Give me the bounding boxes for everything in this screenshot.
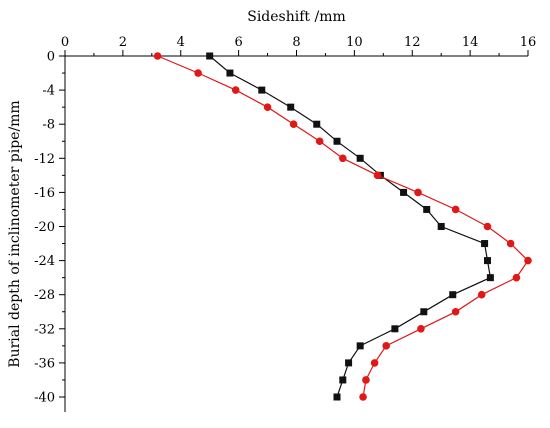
data-point-circle [483,222,492,231]
data-point-square [483,257,491,265]
data-point-circle [263,103,272,111]
data-point-circle [362,376,370,384]
data-point-square [339,376,347,384]
data-point-circle [451,307,460,316]
data-point-circle [506,239,515,248]
data-point-square [356,154,364,162]
data-point-square [356,342,364,350]
data-point-square [226,69,234,77]
x-tick-label: 0 [61,35,69,50]
axes: 0 2 4 6 8 10 12 14 16 0 -4 -8 -12 -16 -20 -24 -28 -32 -36 -… [34,35,536,412]
series-1 [206,52,494,401]
y-axis-title: Burial depth of inclinometer pipe/mm [7,100,23,367]
data-point-circle [417,325,425,333]
x-tick-label: 16 [520,35,537,50]
x-tick-label: 8 [292,35,300,50]
y-tick-label: -28 [34,288,55,303]
y-tick-label: -20 [34,220,55,235]
data-point-circle [382,342,391,350]
x-axis-title: Sideshift /mm [247,9,346,25]
data-point-circle [524,256,532,265]
data-point-square [486,274,494,282]
data-point-square [258,86,266,94]
data-point-square [400,188,408,196]
data-point-square [423,205,431,213]
data-point-circle [194,69,202,77]
x-tick-label: 2 [119,35,127,50]
data-point-square [287,103,295,111]
series-line [209,55,492,398]
data-point-square [420,308,428,316]
data-point-square [391,325,399,333]
x-tick-label: 4 [177,35,185,50]
data-point-circle [451,205,460,214]
y-tick-label: -12 [34,152,55,167]
data-point-circle [414,188,422,197]
y-tick-label: -40 [34,391,55,406]
series-line [157,55,529,398]
x-tick-label: 14 [462,35,479,50]
x-tick-label: 6 [234,35,242,50]
data-point-circle [373,171,382,180]
data-point-circle [289,120,298,128]
y-tick-label: -36 [34,356,55,371]
data-point-square [437,223,445,230]
data-point-circle [231,86,240,94]
y-tick-label: 0 [47,50,55,65]
data-point-circle [370,359,379,367]
data-point-circle [512,273,521,282]
data-point-square [206,52,214,60]
data-point-circle [315,137,324,146]
x-tick-label: 12 [404,35,421,50]
data-point-square [345,359,353,367]
data-point-circle [339,154,347,163]
series-layer [153,52,532,401]
x-tick-label: 10 [346,35,363,50]
y-tick-label: -4 [42,84,55,99]
data-point-square [333,137,341,145]
series-2 [153,52,532,401]
y-tick-label: -24 [34,254,55,269]
data-point-circle [153,52,162,60]
y-tick-label: -16 [34,186,55,201]
y-tick-label: -8 [42,118,55,133]
data-point-circle [359,393,367,401]
data-point-square [313,120,321,128]
y-tick-label: -32 [34,322,55,337]
data-point-circle [477,290,486,299]
data-point-square [449,291,457,299]
data-point-square [481,240,489,248]
data-point-square [333,393,341,401]
